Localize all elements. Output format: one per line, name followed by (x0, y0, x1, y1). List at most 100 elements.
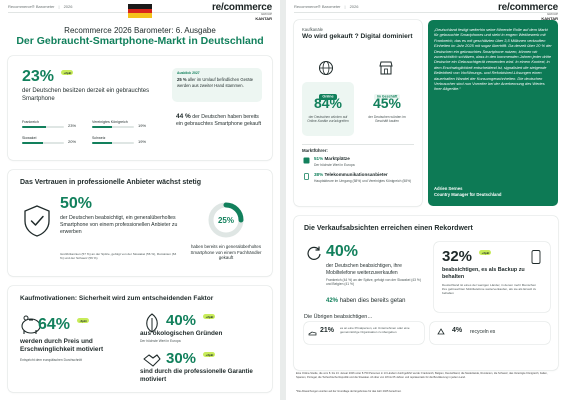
sales-text: der Deutschen beabsichtigen, ihre Mobilt… (326, 263, 402, 276)
topbar-brand: Recommerce® Barometer (8, 3, 55, 9)
leaf-icon (146, 313, 158, 333)
other1-text: es an eine Privatperson, ein Unternehmen… (340, 326, 410, 335)
channels-eyebrow: Kaufkanäle (302, 27, 323, 32)
channels-title: Wo wird gekauft ? Digital dominiert (302, 33, 413, 40)
piggy-bank-icon (21, 315, 44, 334)
logo-partner: KANTAR (541, 16, 558, 21)
marketplace-sub: Der höchste Wert in Europa (314, 163, 355, 167)
topbar-brand: Recommerce® Barometer (294, 3, 341, 9)
store-value: 45% (372, 95, 402, 111)
trust-donut: 25% (208, 202, 244, 238)
trust-value: 50% (60, 195, 93, 212)
sales-value: 40% (326, 243, 359, 260)
other-giveaway: 21% es an eine Privatperson, ein Unterne… (304, 322, 424, 344)
trust-title: Das Vertrauen in professionelle Anbieter… (20, 179, 202, 186)
motivation-title: Kaufmotivationen: Sicherheit wird zum en… (20, 295, 214, 302)
marketplace-icon (303, 157, 310, 164)
logo-text: re/commerce (497, 2, 558, 13)
warranty-text: sind durch die professionelle Garantie m… (140, 368, 253, 383)
outlook-text: aller im Umlauf befindlichen Geräte werd… (177, 77, 254, 88)
ownership-value: 23% (22, 68, 55, 85)
warranty-badge: +3pkt (203, 352, 216, 357)
eco-sub: Der höchste Wert in Europa (140, 339, 181, 343)
shield-check-icon (24, 205, 50, 237)
brand-logo: re/commerce GROUP KANTAR (212, 2, 272, 21)
store-icon (379, 61, 393, 75)
eco-text: aus ökologischen Gründen (140, 330, 223, 337)
store-box: Im Geschäft 45% der Deutschen würden im … (360, 82, 414, 136)
marketplace-label: Marktplätze (324, 156, 350, 161)
quote-text: „Deutschland festigt weiterhin seine füh… (434, 27, 552, 92)
channels-card: Kaufkanäle Wo wird gekauft ? Digital dom… (294, 20, 422, 206)
ownership-bar (92, 142, 134, 145)
refresh-icon (307, 246, 321, 260)
page-title: Der Gebraucht-Smartphone-Markt in Deutsc… (16, 35, 264, 47)
store-label: Im Geschäft (373, 94, 401, 100)
page-eyebrow: Recommerce 2026 Barometer: 6. Ausgabe (64, 26, 216, 35)
globe-icon (319, 61, 333, 75)
right-page: Recommerce® Barometer | 2026 re/commerce… (286, 0, 566, 400)
phone-icon (531, 250, 541, 264)
backup-box: 32% +3pkt beabsichtigen, es als Backup z… (434, 242, 550, 312)
others-title: Die Übrigen beabsichtigen… (304, 314, 373, 320)
ownership-badge: +2pkt (61, 70, 74, 75)
telco-icon (304, 173, 309, 180)
done-value: 42% (326, 298, 339, 304)
price-badge: -2pkt (77, 318, 89, 323)
ownership-bar-label: Frankreich (22, 120, 39, 124)
topbar: Recommerce® Barometer | 2026 (8, 3, 73, 9)
topbar-year: 2026 (349, 3, 359, 9)
footnote: Eine Online-Studie, die vom 8. bis 13. J… (296, 372, 548, 379)
eco-badge: +2pkt (203, 314, 216, 319)
other-recycle: 4% recyceln es (430, 322, 550, 344)
online-box: Online 84% der Deutschen würden auf Onli… (302, 82, 354, 136)
gift-hand-icon (308, 331, 317, 336)
ownership-text: der Deutschen besitzen derzeit ein gebra… (22, 88, 150, 102)
bought-value: 44 % (176, 113, 191, 120)
germany-flag-icon (128, 4, 152, 18)
price-sub: Entspricht dem europäischen Durchschnitt (20, 358, 82, 362)
ownership-bar (92, 126, 134, 129)
brand-logo-right: re/commerce GROUP KANTAR (498, 2, 558, 21)
ownership-bar-label: Vereinigtes Königreich (92, 120, 128, 124)
ownership-bar (22, 142, 64, 145)
logo-text: re/commerce (211, 2, 272, 13)
store-text: der Deutschen würden im Geschäft kaufen (368, 115, 406, 124)
outlook-box: Ausblick 2027 25 % aller im Umlauf befin… (172, 68, 262, 102)
outlook-value: 25 % (177, 77, 187, 82)
footnote-2: *Die Abweichungen wurden auf der Grundla… (296, 390, 402, 393)
logo-partner: KANTAR (255, 16, 272, 21)
backup-text: beabsichtigen, es als Backup zu behalten (442, 267, 525, 280)
other2-text: recyceln es (470, 329, 496, 335)
marketplace-title: Marktführer: (302, 148, 328, 153)
ownership-bar-value: 20% (68, 139, 77, 144)
online-label: Online (319, 94, 337, 100)
ownership-bar-label: Schweiz (92, 136, 106, 140)
sales-title: Die Verkaufsabsichten erreichen einen Re… (304, 225, 473, 232)
backup-value: 32% (442, 248, 473, 265)
trust-text: der Deutschen beabsichtigt, ein generalü… (60, 215, 178, 235)
outlook-title: Ausblick 2027 (177, 71, 200, 75)
topbar-right: Recommerce® Barometer | 2026 (294, 3, 359, 9)
donut-text: haben bereits ein generalüberholtes Smar… (190, 244, 262, 261)
online-text: der Deutschen würden auf Online-Kanäle z… (307, 115, 349, 124)
price-text: werden durch Preis und Erschwinglichkeit… (20, 338, 104, 353)
done-text: haben dies bereits getan (339, 298, 406, 304)
trust-detail: Großbritannien (57 %) an der Spitze, gef… (60, 252, 177, 261)
telco-sub: Hauptakteure im Umgang (58%) und Vereini… (314, 179, 412, 183)
quote-card: „Deutschland festigt weiterhin seine füh… (428, 20, 558, 206)
logo-sub: GROUP (546, 12, 558, 16)
other1-value: 21% (320, 327, 335, 334)
online-value: 84% (313, 95, 343, 111)
sales-detail: Frankreich (44 %) an der Spitze, gefolgt… (326, 278, 421, 287)
ownership-bar-value: 23% (68, 123, 77, 128)
sales-card: Die Verkaufsabsichten erreichen einen Re… (294, 216, 558, 370)
eco-value: 40% (166, 312, 197, 329)
recycle-icon (437, 328, 445, 335)
price-value: 64% (38, 316, 71, 333)
ownership-bar-label: Slowakei (22, 136, 37, 140)
quote-role: Country Manager für Deutschland (434, 192, 502, 197)
logo-sub: GROUP (260, 12, 272, 16)
donut-value: 25% (218, 216, 234, 225)
ownership-card: 23% +2pkt der Deutschen besitzen derzeit… (8, 56, 272, 160)
